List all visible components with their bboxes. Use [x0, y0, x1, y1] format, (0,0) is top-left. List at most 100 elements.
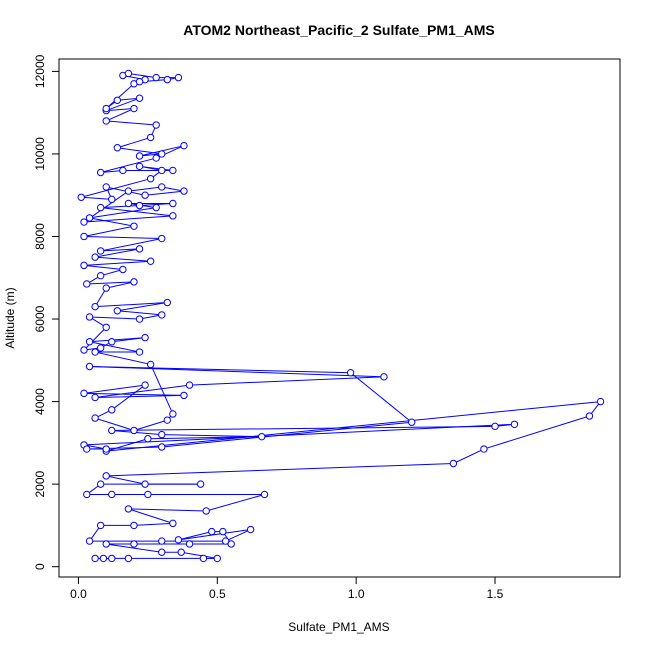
data-point [491, 422, 499, 431]
series-line-segment [89, 207, 157, 219]
series-line-segment [145, 190, 185, 196]
data-point [80, 232, 88, 241]
data-point [158, 430, 166, 439]
data-point [180, 187, 188, 195]
data-point [96, 203, 105, 212]
data-point [135, 245, 144, 253]
series-line-segment [106, 475, 146, 485]
series-line-segment [128, 72, 157, 79]
data-point [180, 391, 188, 400]
series-line-segment [117, 302, 168, 312]
series-line-segment [139, 314, 162, 320]
series-line-segment [161, 421, 412, 448]
data-point [124, 199, 133, 208]
series-points [77, 69, 605, 563]
data-point [108, 426, 116, 435]
series-line-segment [189, 376, 384, 386]
data-point [141, 191, 149, 199]
data-point [260, 490, 269, 499]
series-line-segment [89, 316, 140, 320]
data-point [177, 548, 185, 556]
data-point [102, 183, 110, 191]
x-axis: 0.0 0.5 1.0 1.5 [70, 576, 504, 601]
y-tick-label: 2000 [33, 470, 47, 497]
data-point [102, 445, 110, 453]
data-point [169, 410, 177, 418]
series-line-segment [89, 365, 384, 378]
data-point [152, 154, 160, 162]
data-point [158, 443, 166, 451]
data-point [208, 527, 216, 536]
series-line-segment [89, 341, 140, 353]
series-line-segment [139, 165, 173, 171]
series-line-segment [117, 310, 162, 316]
data-point [146, 360, 155, 369]
data-point [246, 525, 255, 534]
data-point [83, 445, 91, 453]
series-line-segment [81, 196, 112, 200]
series-line-segment [128, 186, 162, 192]
data-point [174, 73, 183, 82]
y-tick-label: 0 [33, 563, 47, 570]
data-point [169, 199, 177, 208]
y-axis: 0 2000 4000 6000 8000 10000 12000 [33, 54, 60, 570]
data-point [85, 313, 94, 321]
series-line-segment [95, 256, 151, 262]
data-point [102, 323, 110, 331]
data-point [144, 435, 152, 443]
data-point [130, 222, 138, 230]
series-line-segment [89, 217, 135, 227]
data-point [102, 472, 110, 480]
data-point [91, 414, 99, 422]
series-line-segment [106, 281, 135, 289]
series-line-segment [83, 326, 107, 351]
data-point [135, 78, 144, 86]
data-point [163, 75, 172, 84]
data-point [99, 554, 108, 563]
series-line-segment [86, 446, 162, 450]
series-lines [81, 72, 601, 559]
data-point [130, 278, 138, 286]
series-line-segment [178, 531, 212, 541]
data-point [113, 307, 122, 315]
data-point [585, 412, 594, 420]
data-point [169, 166, 177, 175]
data-point [91, 302, 99, 311]
data-point [124, 69, 133, 78]
data-point [227, 540, 235, 548]
series-line-segment [83, 225, 135, 237]
data-point [102, 117, 110, 125]
x-tick-label: 1.5 [487, 587, 504, 601]
data-point [144, 490, 152, 499]
data-point [135, 152, 144, 160]
data-point [85, 338, 94, 346]
data-point [141, 381, 149, 389]
y-tick-label: 6000 [33, 305, 47, 332]
series-line-segment [106, 120, 157, 126]
series-line-segment [117, 147, 162, 155]
data-point [108, 195, 116, 204]
series-line-segment [105, 83, 135, 109]
data-point [408, 418, 416, 426]
data-point [85, 362, 94, 371]
data-point [163, 416, 172, 424]
data-point [80, 346, 88, 354]
series-line-segment [100, 269, 124, 277]
series-line-segment [86, 281, 135, 285]
data-point [113, 96, 122, 104]
data-point [108, 490, 116, 499]
series-line-segment [83, 215, 173, 223]
x-tick-label: 1.0 [348, 587, 365, 601]
series-line-segment [206, 493, 265, 512]
data-point [119, 265, 127, 274]
data-point [152, 203, 160, 212]
y-tick-label: 8000 [33, 223, 47, 250]
series-line-segment [178, 529, 251, 541]
y-tick-label: 10000 [33, 137, 47, 171]
data-point [158, 183, 166, 191]
series-line-segment [83, 260, 151, 266]
series-line-segment [181, 551, 218, 559]
data-point [135, 94, 144, 102]
data-point [380, 373, 388, 381]
